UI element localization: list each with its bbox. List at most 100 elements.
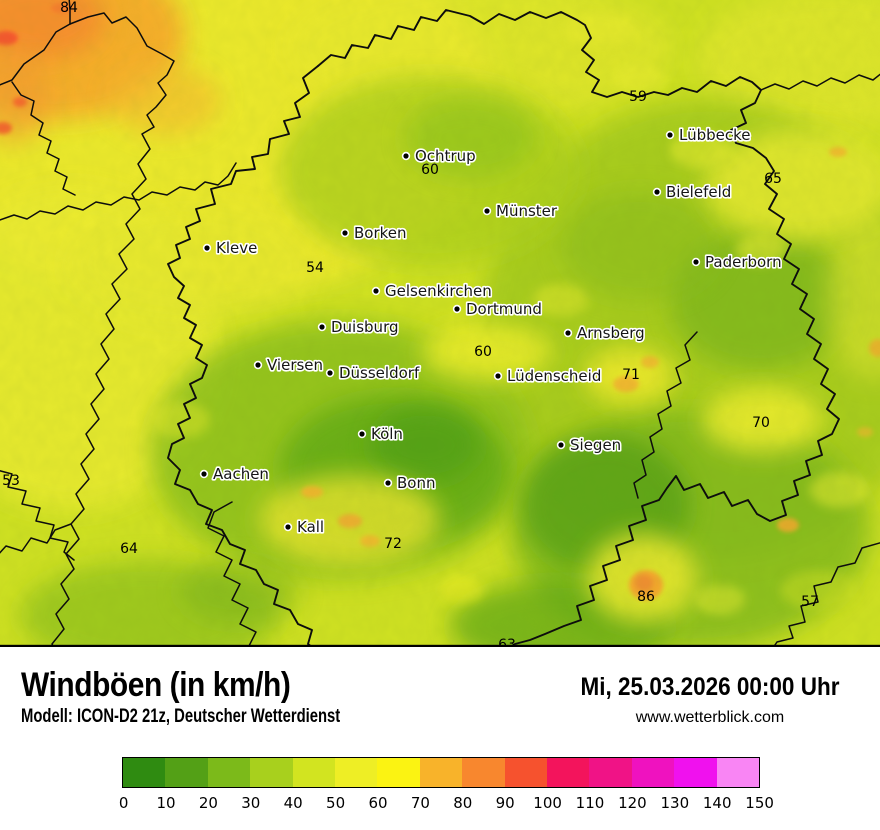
city-dot [317,322,327,332]
wind-value-label: 60 [421,162,439,178]
city-marker: Gelsenkirchen [371,280,493,302]
legend-color-segment [547,758,590,787]
legend-tick-label: 150 [745,794,774,812]
border-line [207,501,257,647]
legend-color-segments [122,757,760,788]
state-borders [0,0,880,647]
city-marker: Kleve [202,237,259,259]
wind-gust-map: 84 59 60 65 54 60 71 70 53 72 64 86 57 63 Ochtrup Lübb… [0,0,880,647]
city-marker: Dortmund [452,298,544,320]
city-label: Dortmund [466,300,542,318]
legend-tick-label: 50 [326,794,346,812]
legend-tick-label: 80 [453,794,473,812]
legend-color-segment [589,758,632,787]
city-label: Bonn [397,474,435,492]
city-label: Bielefeld [666,183,731,201]
website-link[interactable]: www.wetterblick.com [635,709,785,726]
legend-color-segment [165,758,208,787]
city-marker: Lüdenscheid [493,365,603,387]
legend-color-segment [631,758,675,787]
city-dot [452,304,462,314]
city-dot [401,151,411,161]
city-marker: Lübbecke [665,124,752,146]
legend-tick-label: 10 [156,794,176,812]
border-line [51,12,175,647]
wind-value-label: 84 [60,0,78,16]
city-marker: Siegen [556,434,623,456]
state-border-west [167,65,319,647]
border-line [11,81,76,196]
city-marker: Bonn [383,472,437,494]
legend-color-segment [377,758,420,787]
city-label: Arnsberg [577,324,645,342]
wind-value-label: 60 [474,344,492,360]
legend-tick-label: 130 [660,794,690,812]
legend-tick-label: 70 [410,794,430,812]
city-label: Kall [297,518,324,536]
model-info: Modell: ICON-D2 21z, Deutscher Wetterdie… [21,706,341,727]
city-marker: Viersen [253,354,325,376]
city-dot [563,328,573,338]
map-bottom-frame [0,644,880,647]
city-label: Münster [496,202,558,220]
border-line [760,73,880,91]
city-dot [325,368,335,378]
legend-color-segment [123,758,166,787]
city-label: Paderborn [705,253,782,271]
city-label: Düsseldorf [339,364,420,382]
city-marker: Paderborn [691,251,783,273]
city-dot [383,478,393,488]
map-noise-texture [0,0,880,647]
city-label: Borken [354,224,407,242]
border-line [68,0,71,25]
city-dot [493,371,503,381]
city-dot [665,130,675,140]
city-label: Gelsenkirchen [385,282,492,300]
city-dot [253,360,263,370]
border-line [0,470,75,561]
legend-tick-label: 60 [368,794,388,812]
wind-value-label: 59 [629,89,647,105]
legend-color-segment [207,758,251,787]
border-line [633,331,698,499]
legend-colorbar: 0 10 20 30 40 50 60 70 80 90 100 110 120 130 140 150 [118,757,774,814]
legend-color-segment [462,758,505,787]
city-label: Kleve [216,239,257,257]
city-marker: Arnsberg [563,322,646,344]
wind-value-label: 64 [120,541,138,557]
city-marker: Bielefeld [652,181,733,203]
legend-tick-label: 40 [283,794,303,812]
city-dot [357,429,367,439]
wind-value-label: 53 [2,473,20,489]
legend-tick-label: 20 [198,794,218,812]
city-dot [340,228,350,238]
wind-value-labels: 84 59 60 65 54 60 71 70 53 72 64 86 57 63 [2,0,819,647]
page-title: Windböen (in km/h) [21,666,291,704]
city-label: Köln [371,425,403,443]
legend-tick-label: 0 [118,794,129,812]
wind-value-label: 70 [752,415,770,431]
city-label: Siegen [570,436,621,454]
city-dot [283,522,293,532]
state-border-north-east [317,9,840,647]
legend-tick-label: 120 [618,794,647,812]
city-dot [371,286,381,296]
legend-color-segment [250,758,293,787]
forecast-datetime: Mi, 25.03.2026 00:00 Uhr [580,673,840,701]
legend-color-segment [504,758,548,787]
legend-color-segment [419,758,463,787]
wind-value-label: 86 [637,589,655,605]
city-dot [652,187,662,197]
city-label: Ochtrup [415,147,476,165]
city-label: Viersen [267,356,323,374]
city-label: Duisburg [331,318,399,336]
wind-value-label: 71 [622,367,640,383]
city-marker: Aachen [199,463,271,485]
legend-color-segment [716,758,760,787]
city-marker: Ochtrup [401,145,477,167]
border-line [0,162,237,221]
city-marker: Borken [340,222,408,244]
wind-value-label: 63 [498,637,516,647]
legend-tick-label: 110 [575,794,605,812]
wind-value-label: 54 [306,260,324,276]
